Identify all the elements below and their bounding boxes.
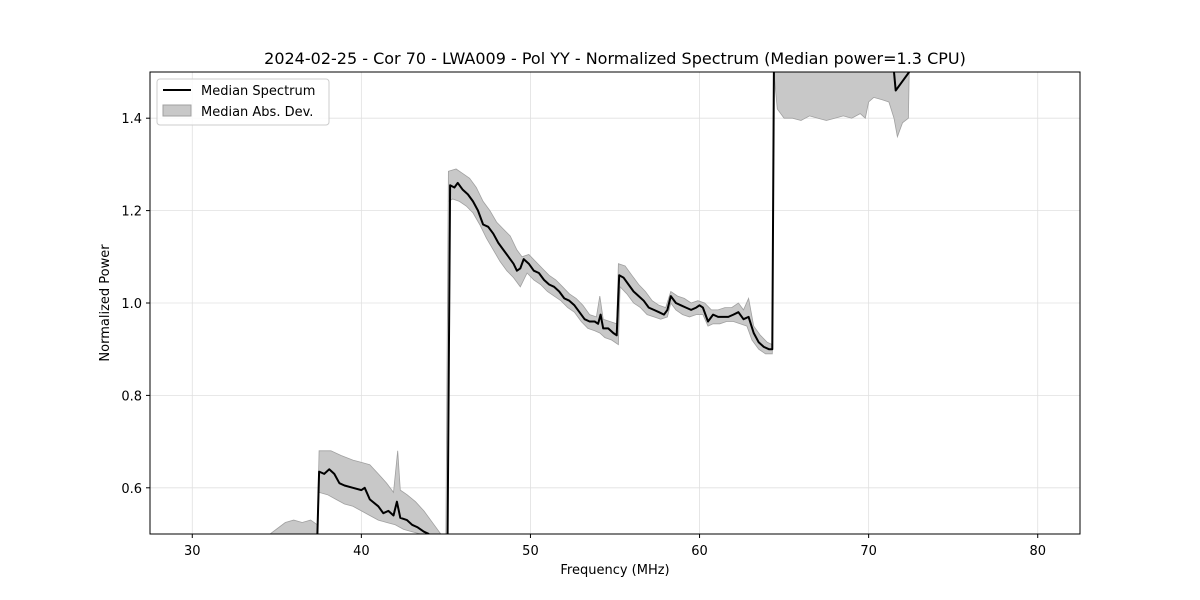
legend: Median Spectrum Median Abs. Dev. (156, 78, 330, 126)
x-axis: 30 40 50 60 70 80 (184, 534, 1046, 559)
legend-box (156, 78, 330, 126)
mad-band-region (773, 72, 910, 139)
y-tick-label: 0.8 (121, 389, 142, 404)
grid (150, 72, 1080, 534)
chart-title: 2024-02-25 - Cor 70 - LWA009 - Pol YY - … (264, 49, 966, 68)
x-axis-label: Frequency (MHz) (560, 563, 669, 578)
y-axis: 0.6 0.8 1.0 1.2 1.4 (121, 112, 150, 497)
y-tick-label: 1.2 (121, 205, 142, 220)
x-tick-label: 40 (353, 544, 370, 559)
legend-label-median-abs-dev: Median Abs. Dev. (201, 105, 313, 120)
x-tick-label: 50 (522, 544, 539, 559)
y-tick-label: 1.4 (121, 112, 142, 127)
median-spectrum-segment (893, 72, 911, 92)
median-spectrum-segment (316, 468, 430, 534)
x-tick-label: 60 (691, 544, 708, 559)
legend-label-median-spectrum: Median Spectrum (201, 84, 315, 99)
median-spectrum-line (316, 72, 911, 534)
median-abs-dev-band (269, 72, 910, 534)
y-tick-label: 0.6 (121, 482, 142, 497)
mad-band-region (445, 72, 775, 534)
mad-band-region (269, 450, 442, 534)
x-tick-label: 70 (860, 544, 877, 559)
y-tick-label: 1.0 (121, 297, 142, 312)
y-axis-label: Normalized Power (98, 244, 113, 362)
x-tick-label: 80 (1029, 544, 1046, 559)
x-tick-label: 30 (184, 544, 201, 559)
median-spectrum-segment (446, 72, 775, 534)
legend-band-swatch (162, 104, 192, 117)
